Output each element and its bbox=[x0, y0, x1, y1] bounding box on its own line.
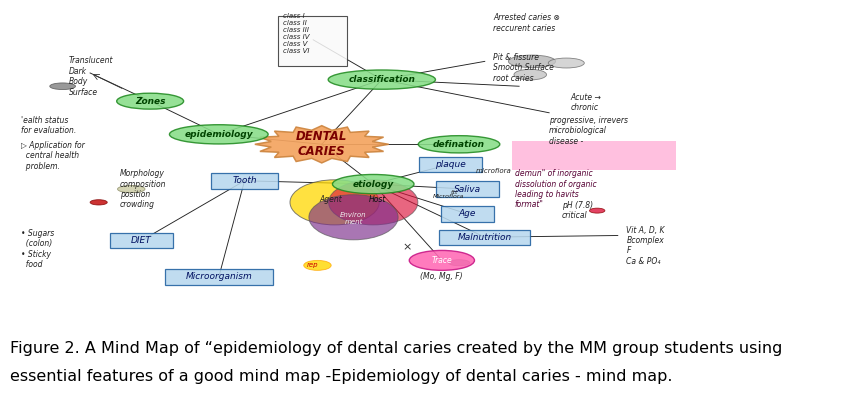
Text: essential features of a good mind map -Epidemiology of dental caries - mind map.: essential features of a good mind map -E… bbox=[10, 370, 673, 384]
Text: Acute →
chronic: Acute → chronic bbox=[571, 93, 601, 112]
Text: class I
class II
class III
class IV
class V
class VI: class I class II class III class IV clas… bbox=[283, 13, 310, 54]
Text: microflora: microflora bbox=[476, 168, 512, 173]
Text: • Sugars
  (colon)
• Sticky
  food: • Sugars (colon) • Sticky food bbox=[21, 229, 55, 269]
Text: Environ
ment: Environ ment bbox=[340, 212, 367, 225]
Ellipse shape bbox=[448, 260, 470, 266]
FancyBboxPatch shape bbox=[436, 182, 499, 197]
Text: Morphology
composition
position
crowding: Morphology composition position crowding bbox=[120, 169, 166, 209]
Text: Zones: Zones bbox=[135, 97, 166, 106]
Text: ×: × bbox=[403, 242, 412, 252]
FancyBboxPatch shape bbox=[512, 141, 676, 170]
FancyBboxPatch shape bbox=[439, 230, 530, 245]
Text: progressive, irrevers
microbiological
disease -: progressive, irrevers microbiological di… bbox=[549, 116, 628, 146]
Text: Saliva: Saliva bbox=[454, 184, 481, 194]
Ellipse shape bbox=[118, 186, 145, 193]
FancyBboxPatch shape bbox=[110, 232, 173, 248]
Text: Age: Age bbox=[459, 210, 476, 219]
Text: Host: Host bbox=[369, 195, 386, 204]
Text: Pit & fissure
Smooth Surface
root caries: Pit & fissure Smooth Surface root caries bbox=[493, 53, 554, 83]
Ellipse shape bbox=[169, 125, 268, 144]
Ellipse shape bbox=[328, 70, 435, 89]
Text: Arrested caries ⊗
reccurent caries: Arrested caries ⊗ reccurent caries bbox=[493, 13, 560, 33]
Ellipse shape bbox=[548, 58, 584, 68]
Text: epidemiology: epidemiology bbox=[184, 130, 253, 139]
Ellipse shape bbox=[50, 83, 76, 90]
Ellipse shape bbox=[329, 180, 418, 225]
Text: etiology: etiology bbox=[353, 179, 394, 188]
Ellipse shape bbox=[514, 69, 547, 80]
Text: DIET: DIET bbox=[131, 236, 152, 245]
Text: Figure 2. A Mind Map of “epidemiology of dental caries created by the MM group s: Figure 2. A Mind Map of “epidemiology of… bbox=[10, 341, 782, 356]
Text: Tooth: Tooth bbox=[233, 176, 257, 185]
Ellipse shape bbox=[309, 195, 398, 240]
Ellipse shape bbox=[409, 250, 474, 270]
Text: Trace: Trace bbox=[432, 256, 452, 265]
Text: classification: classification bbox=[348, 75, 415, 84]
Ellipse shape bbox=[90, 200, 107, 205]
Text: (Mo, Mg, F): (Mo, Mg, F) bbox=[420, 272, 463, 281]
Ellipse shape bbox=[290, 180, 379, 225]
Polygon shape bbox=[255, 126, 389, 163]
Text: 'ealth status
for evaluation.: 'ealth status for evaluation. bbox=[21, 116, 76, 136]
FancyBboxPatch shape bbox=[211, 173, 278, 189]
Text: pH (7.8)
critical: pH (7.8) critical bbox=[562, 201, 593, 220]
Ellipse shape bbox=[117, 93, 184, 109]
Text: plaque: plaque bbox=[435, 160, 466, 168]
Text: ▷ Application for
  central health
  problem.: ▷ Application for central health problem… bbox=[21, 141, 85, 171]
Ellipse shape bbox=[304, 260, 331, 270]
Text: Vit A, D, K
Bcomplex
F
Ca & PO₄: Vit A, D, K Bcomplex F Ca & PO₄ bbox=[626, 225, 665, 266]
Text: Microflora: Microflora bbox=[433, 194, 465, 199]
Ellipse shape bbox=[508, 55, 556, 68]
FancyBboxPatch shape bbox=[165, 269, 273, 285]
Text: defination: defination bbox=[433, 140, 485, 149]
Ellipse shape bbox=[419, 136, 499, 153]
FancyBboxPatch shape bbox=[278, 15, 347, 66]
FancyBboxPatch shape bbox=[419, 157, 482, 172]
Ellipse shape bbox=[333, 175, 414, 194]
FancyBboxPatch shape bbox=[442, 206, 494, 221]
Text: Malnutrition: Malnutrition bbox=[457, 233, 512, 242]
Text: rep: rep bbox=[307, 262, 319, 268]
Text: demun" of inorganic
dissolution of organic
leading to havits
format": demun" of inorganic dissolution of organ… bbox=[515, 169, 596, 209]
Text: Agent: Agent bbox=[319, 195, 341, 204]
Ellipse shape bbox=[589, 208, 605, 213]
Text: DENTAL
CARIES: DENTAL CARIES bbox=[296, 130, 347, 158]
Text: ttt: ttt bbox=[450, 190, 458, 195]
Text: Translucent
Dark
Body
Surface: Translucent Dark Body Surface bbox=[69, 57, 113, 96]
Text: Microorganism: Microorganism bbox=[185, 272, 252, 282]
